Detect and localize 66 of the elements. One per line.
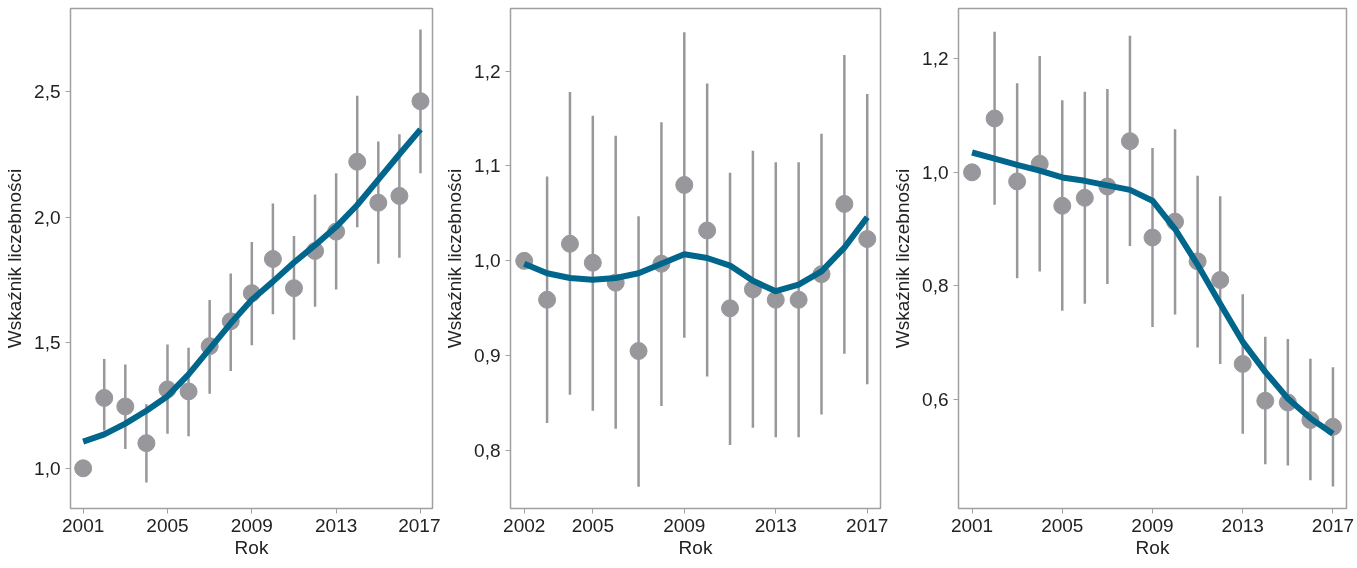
x-tick-label: 2005 (146, 514, 189, 536)
point (560, 234, 579, 253)
x-tick-label: 2005 (1041, 514, 1084, 536)
point (1075, 188, 1094, 207)
point (348, 152, 367, 171)
point (137, 434, 156, 453)
x-tick-label: 2017 (1311, 514, 1355, 536)
point (95, 388, 114, 407)
point (789, 290, 808, 309)
point (1143, 228, 1162, 247)
point (538, 290, 557, 309)
x-tick-label: 2001 (950, 514, 994, 536)
x-tick-label: 2013 (754, 514, 797, 536)
point (985, 109, 1004, 128)
x-tick-label: 2005 (571, 514, 614, 536)
y-tick-label: 2,0 (34, 206, 61, 228)
x-tick-label: 2001 (62, 514, 105, 536)
point (858, 230, 877, 249)
x-tick-label: 2002 (503, 514, 546, 536)
point (284, 279, 303, 298)
point (766, 290, 785, 309)
y-tick-label: 1,0 (922, 161, 949, 183)
point (675, 175, 694, 194)
x-tick-label: 2009 (1131, 514, 1174, 536)
x-tick-label: 2017 (846, 514, 889, 536)
y-axis-title: Wskaźnik liczebności (4, 168, 26, 349)
point (1053, 196, 1072, 215)
x-axis-title: Rok (678, 536, 713, 558)
point (390, 186, 409, 205)
x-axis-title: Rok (1135, 536, 1170, 558)
point (629, 342, 648, 360)
y-tick-label: 0,8 (922, 275, 949, 297)
y-tick-label: 1,1 (474, 155, 501, 177)
point (1211, 271, 1230, 290)
y-tick-label: 0,8 (474, 440, 501, 462)
y-tick-label: 2,5 (34, 80, 61, 102)
point (721, 299, 740, 318)
point (963, 163, 982, 182)
y-tick-label: 0,6 (922, 388, 949, 410)
x-tick-label: 2009 (230, 514, 273, 536)
point (263, 250, 282, 268)
point (583, 253, 602, 272)
y-tick-label: 1,0 (34, 457, 61, 479)
point (369, 193, 388, 212)
y-tick-label: 1,2 (922, 48, 949, 70)
y-tick-label: 1,2 (474, 60, 501, 82)
point (1120, 132, 1139, 151)
point (74, 459, 93, 478)
x-tick-label: 2009 (663, 514, 706, 536)
y-axis-title: Wskaźnik liczebności (444, 168, 466, 349)
x-axis-title: Rok (234, 536, 269, 558)
point (116, 397, 135, 416)
x-tick-label: 2013 (1221, 514, 1264, 536)
y-tick-label: 1,0 (474, 250, 501, 272)
x-tick-label: 2013 (315, 514, 358, 536)
x-tick-label: 2017 (398, 514, 441, 536)
point (835, 194, 854, 213)
point (1008, 172, 1027, 191)
point (1256, 391, 1275, 410)
point (411, 92, 430, 111)
y-tick-label: 0,9 (474, 345, 501, 367)
point (1233, 354, 1252, 373)
y-axis-title: Wskaźnik liczebności (892, 168, 914, 349)
point (179, 382, 198, 401)
y-tick-label: 1,5 (34, 332, 61, 354)
point (698, 221, 717, 240)
